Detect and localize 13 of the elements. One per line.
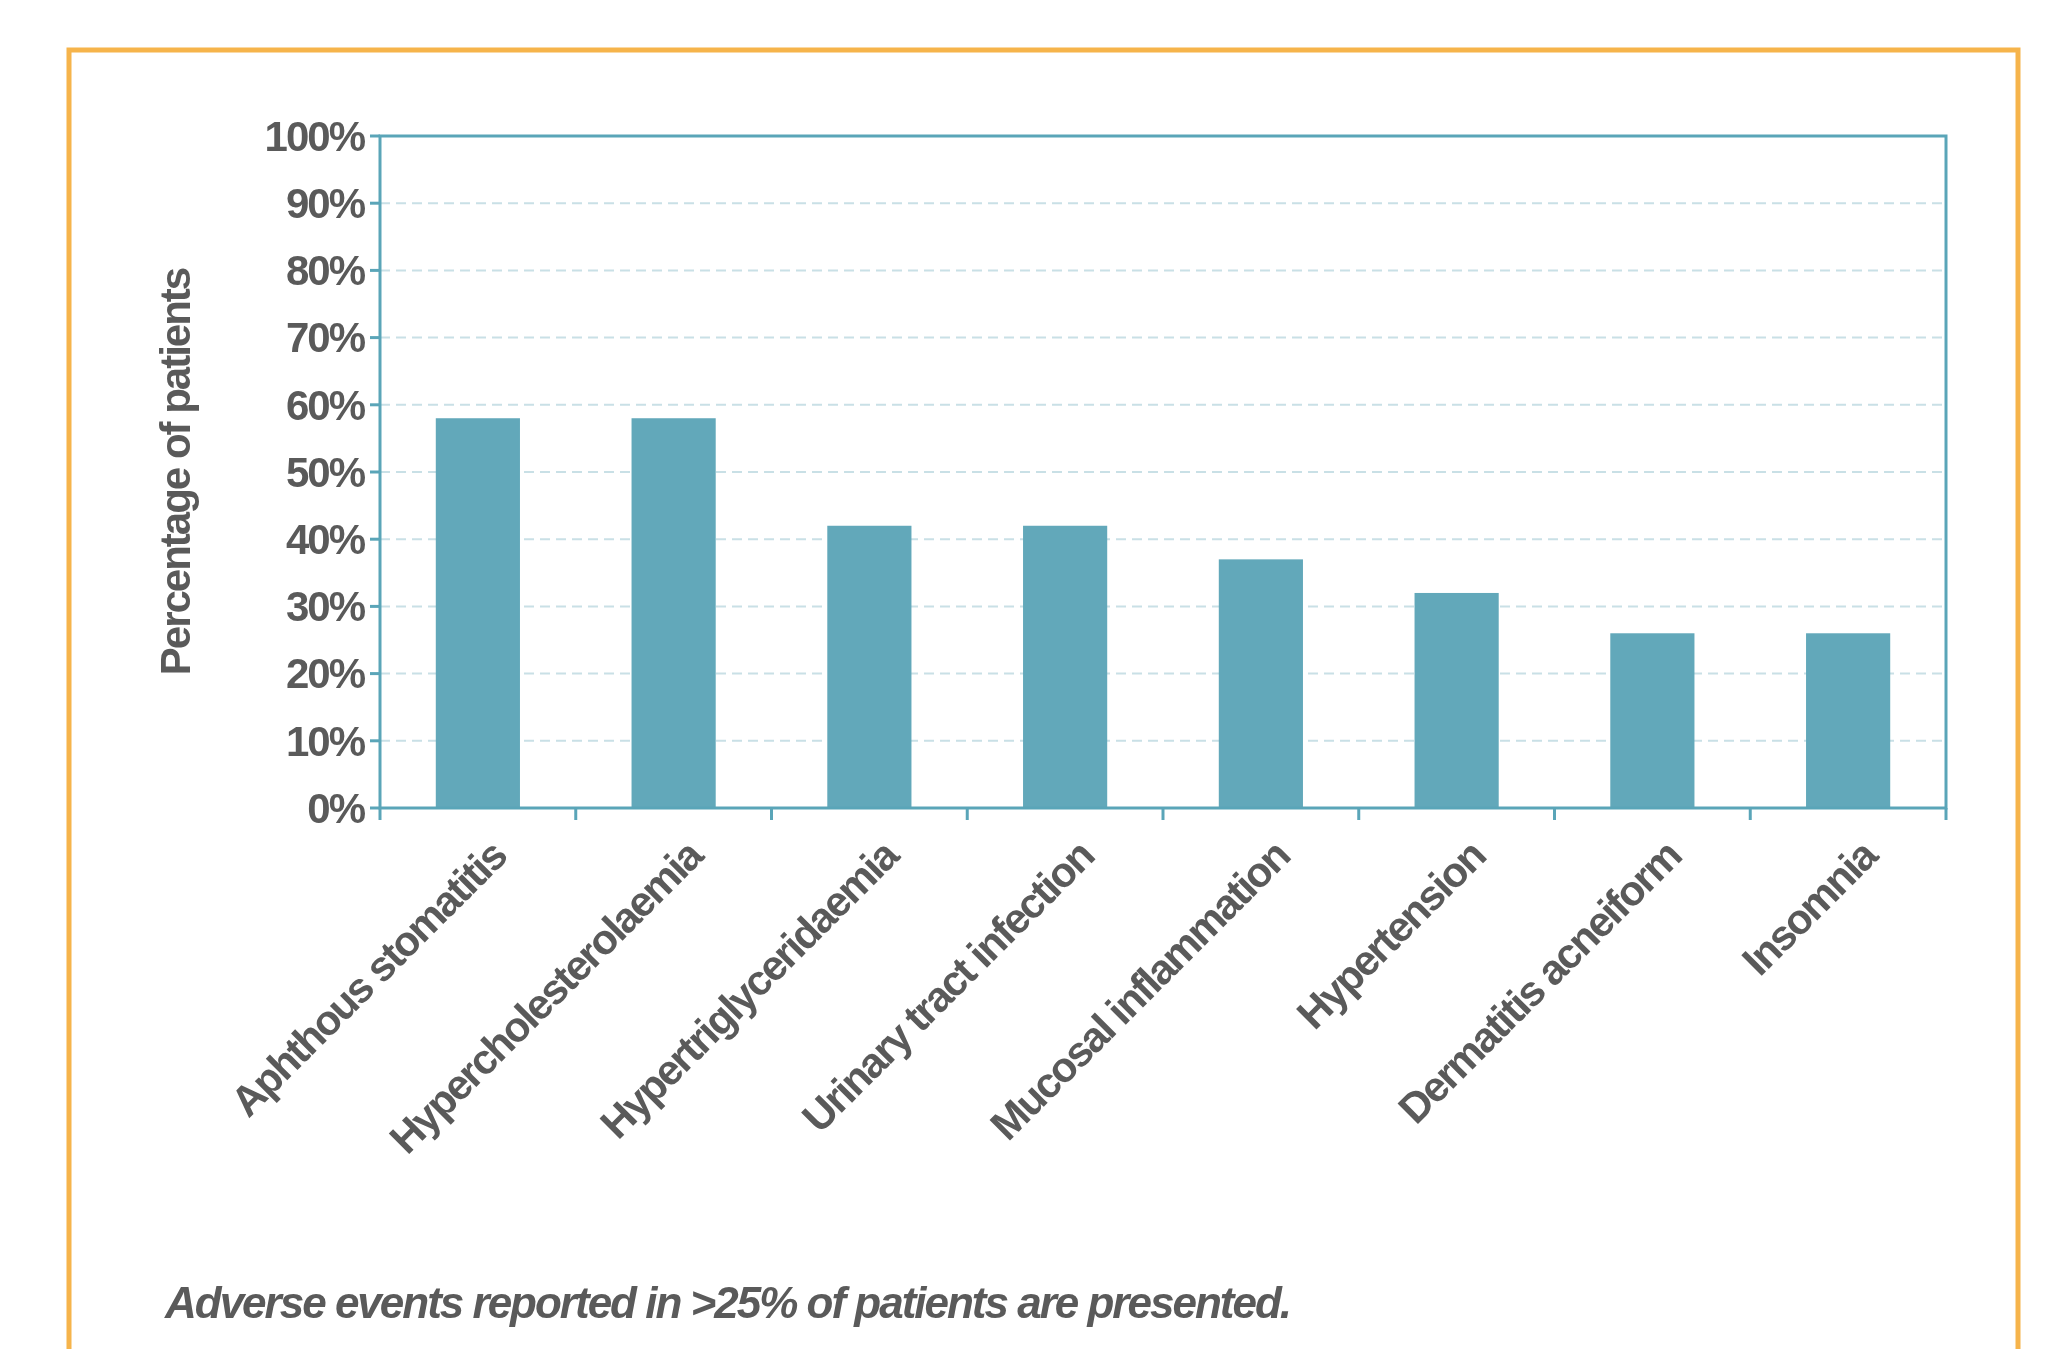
y-tick-label: 0% bbox=[307, 784, 366, 832]
y-tick-label: 90% bbox=[285, 179, 366, 227]
y-tick-label: 20% bbox=[285, 650, 366, 698]
y-tick-label: 100% bbox=[264, 112, 366, 160]
y-tick-label: 30% bbox=[285, 583, 366, 631]
y-tick-label: 60% bbox=[285, 381, 366, 429]
y-tick-label: 10% bbox=[285, 717, 366, 765]
y-tick-label: 50% bbox=[285, 448, 366, 496]
y-axis-title: Percentage of patients bbox=[152, 268, 199, 676]
y-tick-label: 40% bbox=[285, 515, 366, 563]
y-tick-label: 70% bbox=[285, 314, 366, 362]
y-tick-label: 80% bbox=[285, 247, 366, 295]
text: Adverse events reported in >25% of patients are presented. bbox=[164, 1278, 1291, 1327]
